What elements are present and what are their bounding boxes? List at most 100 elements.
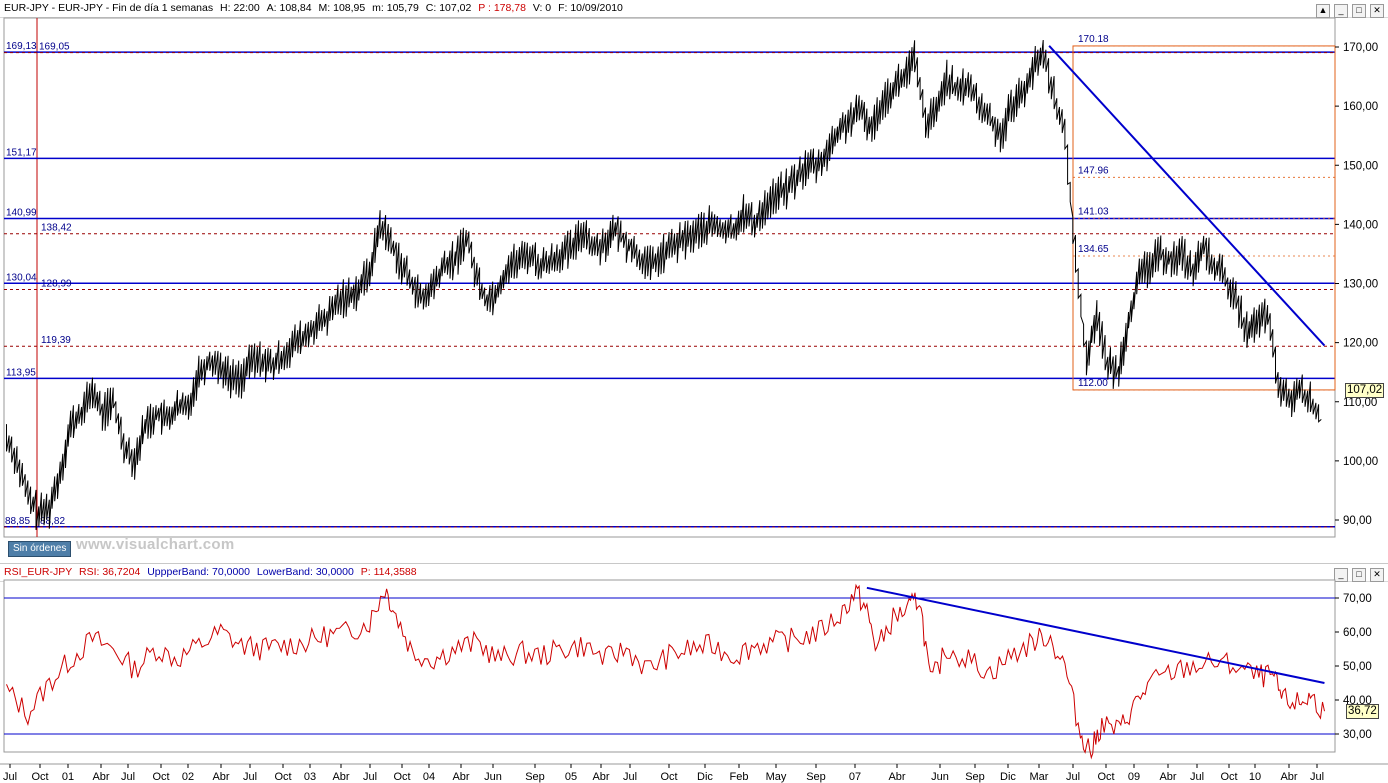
level-label: 169,13 xyxy=(6,41,37,52)
high-value: M: 108,95 xyxy=(318,2,366,14)
x-tick-label: Jul xyxy=(623,771,637,783)
x-tick-label: Abr xyxy=(332,771,349,783)
x-tick-label: Oct xyxy=(1220,771,1237,783)
x-tick-label: Jul xyxy=(1066,771,1080,783)
open-value: A: 108,84 xyxy=(266,2,312,14)
price-y-tick-label: 160,00 xyxy=(1343,101,1378,113)
close-button[interactable]: ✕ xyxy=(1370,4,1384,18)
x-tick-label: Oct xyxy=(152,771,169,783)
date-value: F: 10/09/2010 xyxy=(558,2,623,14)
rsi-close-button[interactable]: ✕ xyxy=(1370,568,1384,582)
fibonacci-label: 112.00 xyxy=(1078,378,1108,389)
x-tick-label: Abr xyxy=(592,771,609,783)
rsi-y-tick-label: 50,00 xyxy=(1343,661,1372,673)
x-tick-label: 03 xyxy=(304,771,316,783)
level-label: 113,95 xyxy=(6,367,36,378)
eurjpy-price-series xyxy=(6,39,1322,530)
rsi-y-tick-label: 70,00 xyxy=(1343,593,1372,605)
current-price-label: 107,02 xyxy=(1345,383,1385,398)
x-tick-label: Dic xyxy=(1000,771,1016,783)
volume-value: V: 0 xyxy=(532,2,552,14)
x-tick-label: Feb xyxy=(730,771,749,783)
x-tick-label: Jul xyxy=(1310,771,1324,783)
rsi-downtrend-line xyxy=(866,586,1325,684)
rsi-series-line xyxy=(6,583,1325,760)
level-label: 128,99 xyxy=(41,278,72,289)
x-tick-label: Jul xyxy=(121,771,135,783)
x-tick-label: Jul xyxy=(363,771,377,783)
x-tick-label: Dic xyxy=(697,771,713,783)
price-panel-header: EUR-JPY - EUR-JPY - Fin de día 1 semanas… xyxy=(0,0,1388,18)
level-label: 130,04 xyxy=(6,272,37,283)
rsi-plot-area xyxy=(3,579,1336,753)
rsi-y-tick-label: 30,00 xyxy=(1343,729,1372,741)
rsi-upper-band: UppperBand: 70,0000 xyxy=(147,566,250,578)
title-text: EUR-JPY - EUR-JPY - Fin de día 1 semanas xyxy=(4,2,214,14)
fibonacci-label: 134.65 xyxy=(1078,244,1109,255)
price-y-tick-label: 120,00 xyxy=(1343,338,1378,350)
price-downtrend-line xyxy=(1048,45,1326,347)
minimize-button[interactable]: _ xyxy=(1334,4,1348,18)
x-tick-label: Abr xyxy=(452,771,469,783)
x-tick-label: Sep xyxy=(965,771,985,783)
rsi-p-value: P: 114,3588 xyxy=(360,566,417,578)
x-tick-label: Oct xyxy=(1097,771,1114,783)
x-axis-strip xyxy=(0,764,1388,783)
x-tick-label: Oct xyxy=(31,771,48,783)
rsi-lower-band: LowerBand: 30,0000 xyxy=(256,566,354,578)
price-y-tick-label: 170,00 xyxy=(1343,42,1378,54)
level-label: 138,42 xyxy=(41,223,72,234)
level-label: 169,05 xyxy=(39,42,70,53)
x-tick-label: 05 xyxy=(565,771,577,783)
rsi-minimize-button[interactable]: _ xyxy=(1334,568,1348,582)
x-tick-label: Abr xyxy=(888,771,905,783)
rsi-y-tick-label: 60,00 xyxy=(1343,627,1372,639)
rsi-window-controls: _ □ ✕ xyxy=(1330,566,1384,582)
level-label: 88,82 xyxy=(40,516,65,527)
price-y-tick-label: 90,00 xyxy=(1343,515,1372,527)
level-label: 140,99 xyxy=(6,208,37,219)
current-rsi-label: 36,72 xyxy=(1346,704,1379,719)
price-y-tick-label: 150,00 xyxy=(1343,160,1378,172)
watermark: www.visualchart.com xyxy=(76,536,235,553)
x-tick-label: May xyxy=(766,771,787,783)
maximize-button[interactable]: □ xyxy=(1352,4,1366,18)
x-tick-label: 02 xyxy=(182,771,194,783)
x-tick-label: Abr xyxy=(212,771,229,783)
orders-status-button[interactable]: Sin órdenes xyxy=(8,541,72,557)
window-controls: ▲ _ □ ✕ xyxy=(1312,2,1384,18)
x-tick-label: 09 xyxy=(1128,771,1140,783)
x-tick-label: Jun xyxy=(931,771,949,783)
rsi-maximize-button[interactable]: □ xyxy=(1352,568,1366,582)
p-value: P : 178,78 xyxy=(478,2,526,14)
hour-value: H: 22:00 xyxy=(220,2,260,14)
level-label: 151,17 xyxy=(6,147,37,158)
x-tick-label: Abr xyxy=(92,771,109,783)
x-tick-label: Sep xyxy=(525,771,545,783)
rsi-name: RSI_EUR-JPY xyxy=(4,566,73,578)
fibonacci-label: 170.18 xyxy=(1078,34,1109,45)
x-tick-label: 01 xyxy=(62,771,74,783)
price-y-tick-label: 100,00 xyxy=(1343,456,1378,468)
rsi-value: RSI: 36,7204 xyxy=(79,566,141,578)
low-value: m: 105,79 xyxy=(372,2,419,14)
x-tick-label: Abr xyxy=(1159,771,1176,783)
price-y-tick-label: 130,00 xyxy=(1343,279,1378,291)
x-tick-label: Oct xyxy=(274,771,291,783)
x-tick-label: Jun xyxy=(484,771,502,783)
x-tick-label: Sep xyxy=(806,771,826,783)
price-y-tick-label: 110,00 xyxy=(1343,397,1377,409)
x-tick-label: Jul xyxy=(3,771,17,783)
x-tick-label: Abr xyxy=(1280,771,1297,783)
level-label: 119,39 xyxy=(41,335,71,346)
price-plot-area xyxy=(3,17,1336,538)
level-label: 88,85 xyxy=(5,516,30,527)
x-tick-label: Oct xyxy=(393,771,410,783)
x-tick-label: 10 xyxy=(1249,771,1261,783)
x-tick-label: Oct xyxy=(660,771,677,783)
close-value: C: 107,02 xyxy=(425,2,472,14)
x-tick-label: 04 xyxy=(423,771,435,783)
fibonacci-label: 141.03 xyxy=(1078,206,1109,217)
